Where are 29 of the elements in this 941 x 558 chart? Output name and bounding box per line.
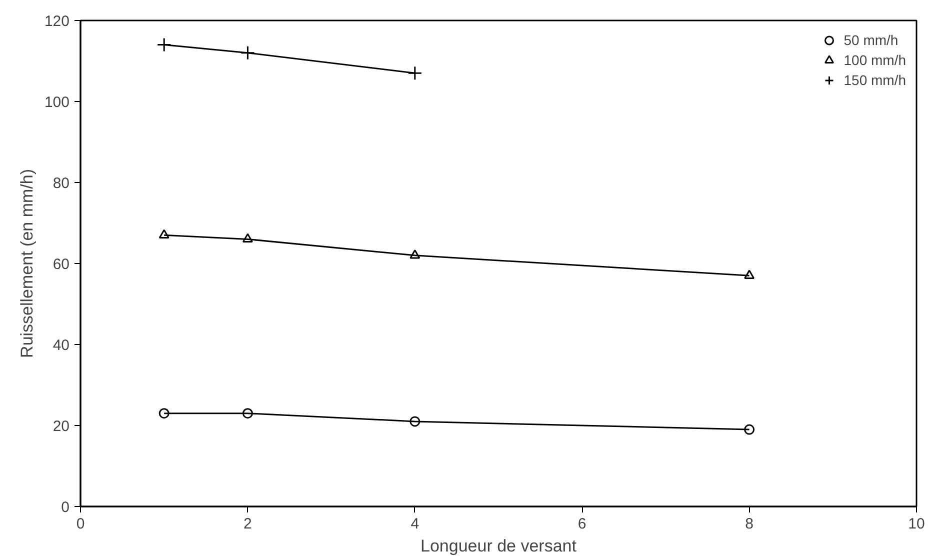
point: [744, 270, 755, 279]
legend-label: 150 mm/h: [844, 72, 906, 88]
point: [410, 249, 420, 259]
y-tick-label: 80: [52, 175, 70, 192]
x-axis-title: Longueur de versant: [420, 536, 577, 556]
point: [242, 408, 253, 419]
point: [410, 416, 420, 427]
y-tick-label: 20: [52, 418, 70, 435]
x-tick-label: 8: [745, 516, 754, 532]
point: [744, 424, 755, 435]
y-tick-label: 120: [44, 13, 70, 30]
y-tick-label: 0: [61, 499, 70, 516]
point: [158, 408, 170, 419]
y-tick-label: 60: [52, 256, 70, 273]
legend-label: 50 mm/h: [844, 32, 898, 48]
legend-label: 100 mm/h: [844, 52, 906, 68]
x-tick-label: 0: [76, 516, 85, 532]
y-tick-label: 40: [52, 337, 70, 354]
point: [156, 38, 172, 52]
point: [408, 66, 422, 80]
x-tick-label: 6: [578, 516, 586, 532]
point: [240, 46, 255, 60]
point: [158, 229, 170, 238]
y-axis-title: Ruissellement (en mm/h): [17, 169, 36, 358]
x-tick-label: 4: [410, 516, 420, 532]
point: [242, 233, 253, 243]
x-tick-label: 2: [244, 516, 252, 532]
y-tick-label: 100: [44, 94, 70, 111]
x-tick-label: 10: [908, 516, 925, 532]
